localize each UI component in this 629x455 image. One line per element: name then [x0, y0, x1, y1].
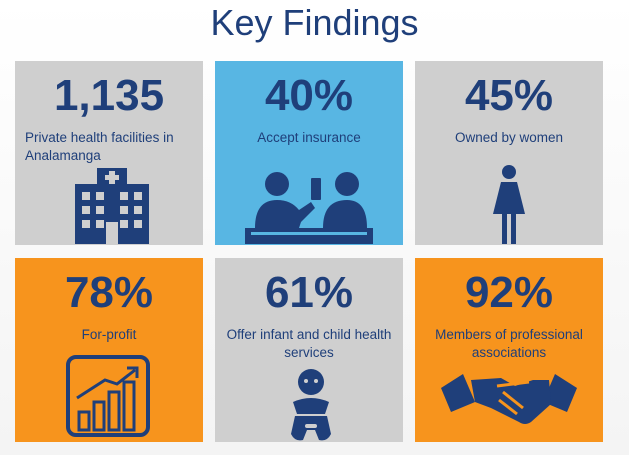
- finding-card-child-health: 61% Offer infant and child health servic…: [215, 258, 403, 442]
- insurance-stat: 40%: [264, 71, 354, 120]
- child-health-label: Offer infant and child health services: [226, 327, 392, 360]
- women-label: Owned by women: [454, 130, 564, 145]
- finding-card-for-profit: 78% For-profit: [15, 258, 203, 442]
- finding-card-associations: 92% Members of professional associations: [415, 258, 603, 442]
- handshake-icon: [441, 368, 577, 428]
- finding-card-insurance: 40% Accept insurance: [215, 61, 403, 245]
- for-profit-stat: 78%: [64, 268, 154, 317]
- reception-desk-icon: [239, 166, 379, 246]
- page-title: Key Findings: [210, 2, 419, 43]
- finding-card-facilities: 1,135 Private health facilities in Anala…: [15, 61, 203, 245]
- finding-card-women: 45% Owned by women: [415, 61, 603, 245]
- child-health-stat: 61%: [264, 268, 354, 317]
- woman-icon: [491, 164, 527, 244]
- facilities-label: Private health facilities in Analamanga: [25, 130, 174, 163]
- growth-chart-icon: [65, 354, 151, 438]
- facilities-stat: 1,135: [53, 71, 165, 120]
- associations-label: Members of professional associations: [435, 327, 583, 360]
- associations-stat: 92%: [464, 268, 554, 317]
- women-stat: 45%: [464, 71, 554, 120]
- for-profit-label: For-profit: [81, 327, 137, 342]
- baby-icon: [287, 368, 335, 442]
- insurance-label: Accept insurance: [257, 130, 361, 145]
- hospital-icon: [67, 166, 157, 244]
